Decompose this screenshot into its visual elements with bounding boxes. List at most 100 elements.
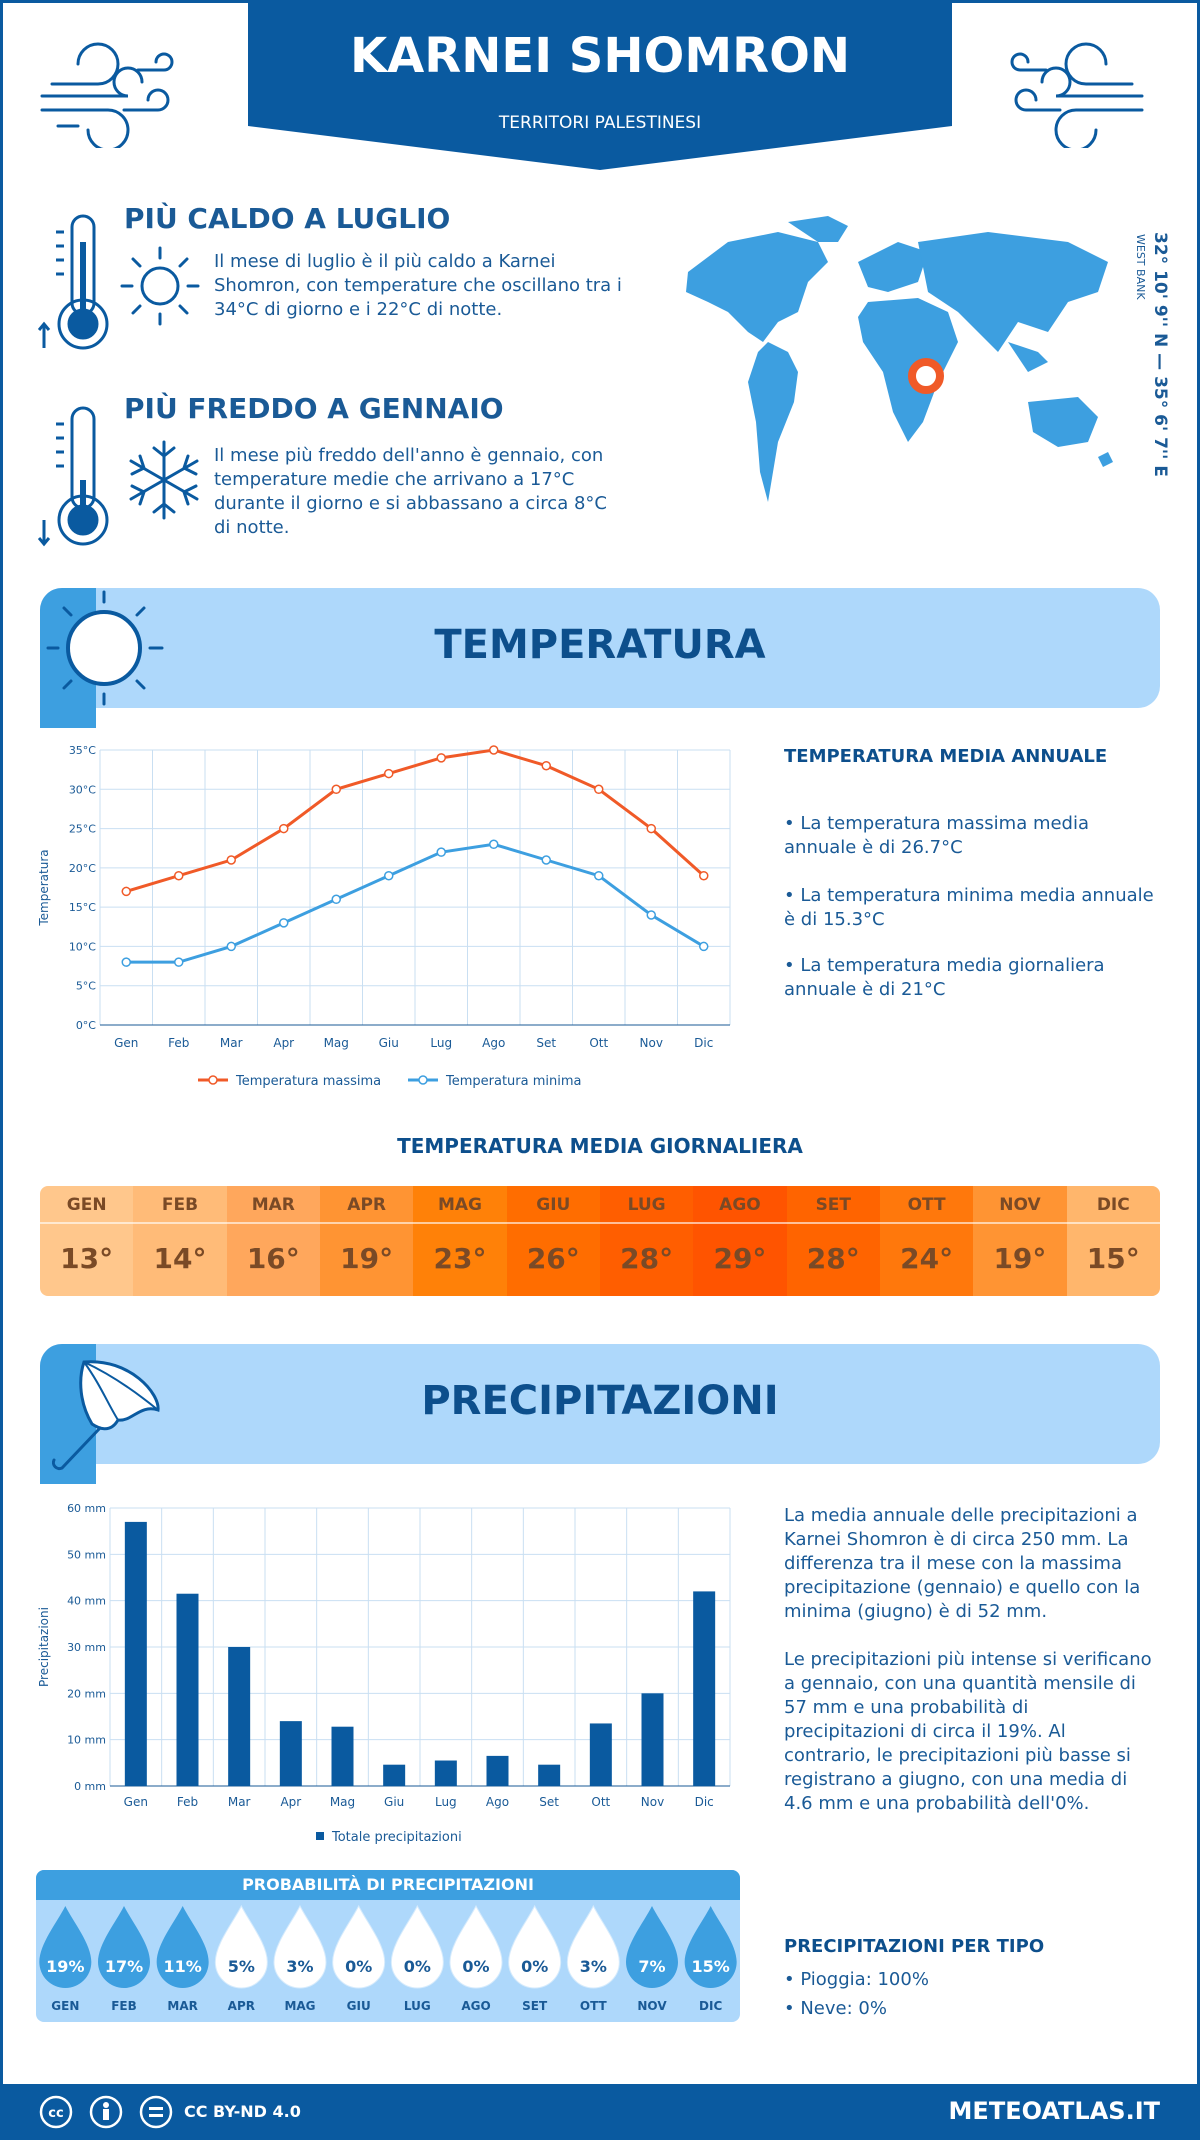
daily-temp-cell: FEB 14° [133, 1186, 227, 1296]
rain-drop-icon [98, 1906, 150, 1988]
probability-month: SET [522, 1999, 548, 2013]
y-tick-label: 0°C [76, 1019, 96, 1032]
precip-probability-drops: 19% GEN 17% FEB 11% MAR 5% APR 3% MAG 0% GIU 0% LUG 0%… [39, 1904, 737, 2013]
license-text: CC BY-ND 4.0 [184, 2102, 301, 2121]
daily-temp-month: MAG [413, 1186, 507, 1224]
legend-label: Temperatura massima [235, 1074, 381, 1089]
precipitation-chart: 0 mm 10 mm 20 mm 30 mm 40 mm 50 mm 60 mm Gen Feb… [37, 1502, 731, 1845]
precipitation-banner [40, 1344, 1160, 1464]
data-point [384, 768, 394, 779]
precip-probability-title: PROBABILITÀ DI PRECIPITAZIONI [36, 1870, 740, 1900]
x-tick-label: Mar [220, 1036, 243, 1050]
daily-temp-month: AGO [693, 1186, 787, 1224]
precipitation-text: Le precipitazioni più intense si verific… [784, 1649, 1152, 1814]
daily-temp-month: NOV [973, 1186, 1067, 1224]
bar [538, 1764, 561, 1786]
daily-temp-month: GIU [506, 1186, 600, 1224]
probability-month: GEN [51, 1999, 79, 2013]
precipitation-text: La media annuale delle precipitazioni a … [784, 1505, 1141, 1622]
daily-temp-cell: MAR 16° [226, 1186, 320, 1296]
brand-link[interactable]: METEOATLAS.IT [948, 2097, 1160, 2125]
daily-temp-cell: APR 19° [319, 1186, 414, 1296]
annual-temp-bullet: • La temperatura minima media annuale è … [784, 885, 1154, 930]
x-tick-label: Set [539, 1795, 559, 1809]
thermometer-hot-icon [38, 214, 109, 350]
data-point [436, 753, 446, 763]
y-tick-label: 10 mm [67, 1734, 106, 1747]
daily-temp-cell: LUG 28° [599, 1186, 694, 1296]
data-point [331, 894, 341, 905]
rain-drop-icon [508, 1904, 562, 1989]
wind-icon [40, 42, 174, 148]
probability-value: 0% [462, 1957, 489, 1976]
probability-month: AGO [461, 1999, 490, 2013]
probability-value: 5% [228, 1957, 255, 1976]
x-tick-label: Set [536, 1036, 556, 1050]
footer [0, 2084, 1200, 2140]
data-point [384, 870, 394, 881]
series-line [126, 842, 705, 964]
probability-month: FEB [111, 1999, 137, 2013]
bar [228, 1647, 251, 1786]
wind-icon [1010, 42, 1144, 148]
bar [124, 1521, 147, 1786]
probability-value: 11% [164, 1957, 202, 1976]
x-tick-label: Giu [379, 1036, 399, 1050]
x-tick-label: Dic [694, 1036, 713, 1050]
sun-icon [40, 588, 164, 728]
world-map [686, 216, 1113, 502]
y-tick-label: 5°C [76, 980, 96, 993]
data-point [541, 855, 551, 865]
daily-temp-value: 28° [620, 1242, 674, 1275]
daily-temp-title: TEMPERATURA MEDIA GIORNALIERA [397, 1134, 803, 1158]
x-tick-label: Apr [280, 1795, 301, 1809]
sun-icon [120, 246, 200, 326]
bar [331, 1726, 354, 1786]
probability-month: GIU [347, 1999, 371, 2013]
precip-type-item: • Pioggia: 100% [784, 1969, 929, 1990]
bar [486, 1755, 509, 1786]
hottest-text: Il mese di luglio è il più caldo a Karne… [214, 251, 622, 320]
probability-value: 17% [105, 1957, 143, 1976]
probability-value: 7% [638, 1957, 665, 1976]
daily-temp-value: 15° [1086, 1242, 1140, 1275]
y-tick-label: 30 mm [67, 1641, 106, 1654]
data-point [121, 957, 131, 967]
y-tick-label: 35°C [69, 744, 96, 757]
daily-temp-month: GEN [40, 1186, 134, 1224]
probability-value: 3% [286, 1957, 313, 1976]
data-point [699, 870, 709, 881]
daily-temp-cell: SET 28° [786, 1186, 880, 1296]
x-tick-label: Gen [124, 1795, 148, 1809]
daily-temp-month: MAR [226, 1186, 320, 1224]
precip-type-item: • Neve: 0% [784, 1998, 887, 2019]
daily-temp-value: 19° [993, 1242, 1047, 1275]
daily-temp-value: 29° [713, 1242, 767, 1275]
probability-value: 0% [521, 1957, 548, 1976]
x-tick-label: Lug [435, 1795, 457, 1809]
data-point [489, 745, 499, 755]
daily-temp-value: 28° [806, 1242, 860, 1275]
probability-value: 15% [692, 1957, 730, 1976]
daily-temp-cell: OTT 24° [879, 1186, 974, 1296]
data-point [279, 918, 289, 928]
y-tick-label: 0 mm [74, 1780, 106, 1793]
data-point [594, 870, 604, 881]
annual-temp-title: TEMPERATURA MEDIA ANNUALE [784, 746, 1108, 767]
daily-temp-value: 24° [900, 1242, 954, 1275]
y-axis-label: Precipitazioni [37, 1607, 51, 1687]
daily-temp-cell: AGO 29° [693, 1186, 787, 1296]
x-tick-label: Mag [330, 1795, 355, 1809]
y-tick-label: 25°C [69, 823, 96, 836]
bar [383, 1764, 406, 1786]
legend-label: Temperatura minima [445, 1074, 582, 1089]
daily-temp-cell: GEN 13° [40, 1186, 134, 1296]
daily-temp-value: 26° [526, 1242, 580, 1275]
data-point [489, 839, 499, 850]
daily-temp-cell: DIC 15° [1066, 1186, 1160, 1296]
data-point [646, 910, 656, 920]
probability-month: OTT [580, 1999, 608, 2013]
probability-month: DIC [699, 1999, 722, 2013]
data-point [436, 847, 446, 857]
y-tick-label: 20°C [69, 862, 96, 875]
